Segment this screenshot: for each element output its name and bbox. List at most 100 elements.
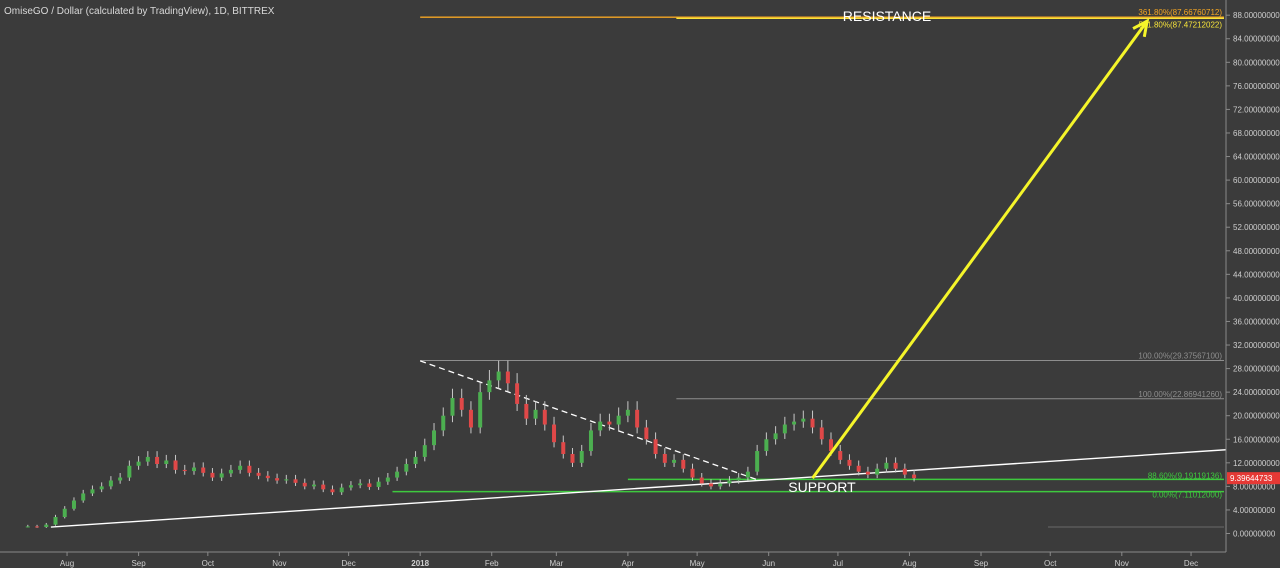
candle-body bbox=[53, 517, 58, 525]
current-price-label: 9.39644733 bbox=[1230, 474, 1273, 483]
candle-body bbox=[219, 473, 224, 478]
candle-body bbox=[819, 427, 824, 440]
candle-body bbox=[588, 430, 593, 452]
candle-body bbox=[145, 456, 150, 462]
price-tick-label: 76.00000000 bbox=[1233, 82, 1280, 91]
candle-layer bbox=[25, 360, 917, 528]
candle-body bbox=[690, 468, 695, 478]
price-tick-label: 44.00000000 bbox=[1233, 270, 1280, 279]
candle-body bbox=[801, 418, 806, 422]
time-tick-label: Jun bbox=[762, 559, 775, 568]
candle-body bbox=[432, 430, 437, 446]
candle-body bbox=[856, 465, 861, 472]
price-tick-label: 60.00000000 bbox=[1233, 176, 1280, 185]
time-tick-label: 2018 bbox=[411, 559, 429, 568]
current-price-badge bbox=[1227, 472, 1280, 485]
candle-body bbox=[764, 439, 769, 452]
candle-body bbox=[118, 477, 123, 481]
candle-body bbox=[884, 462, 889, 469]
time-tick-label: Mar bbox=[549, 559, 563, 568]
candle-body bbox=[275, 478, 280, 481]
price-tick-label: 8.00000000 bbox=[1233, 482, 1276, 491]
candle-body bbox=[755, 451, 760, 472]
time-tick-label: Sep bbox=[131, 559, 146, 568]
price-tick-label: 24.00000000 bbox=[1233, 388, 1280, 397]
candle-body bbox=[201, 467, 206, 473]
candle-body bbox=[238, 465, 243, 470]
candle-body bbox=[635, 409, 640, 428]
candle-body bbox=[358, 483, 363, 486]
time-tick-label: Feb bbox=[485, 559, 499, 568]
candle-body bbox=[505, 371, 510, 384]
candle-body bbox=[450, 398, 455, 416]
candle-body bbox=[182, 469, 187, 472]
candle-body bbox=[607, 421, 612, 425]
time-tick-label: Nov bbox=[272, 559, 286, 568]
price-tick-label: 64.00000000 bbox=[1233, 153, 1280, 162]
candle-body bbox=[662, 453, 667, 463]
price-tick-label: 0.00000000 bbox=[1233, 530, 1276, 539]
candle-body bbox=[293, 479, 298, 483]
candle-body bbox=[644, 427, 649, 440]
candle-body bbox=[902, 468, 907, 475]
candle-body bbox=[284, 479, 289, 481]
candle-body bbox=[792, 421, 797, 425]
price-tick-label: 84.00000000 bbox=[1233, 35, 1280, 44]
candle-body bbox=[745, 471, 750, 478]
candle-body bbox=[441, 415, 446, 431]
candle-body bbox=[708, 483, 713, 487]
price-tick-label: 4.00000000 bbox=[1233, 506, 1276, 515]
price-tick-label: 68.00000000 bbox=[1233, 129, 1280, 138]
candle-body bbox=[912, 474, 917, 479]
uptrend-line bbox=[50, 446, 1261, 528]
time-tick-label: May bbox=[690, 559, 705, 568]
candle-body bbox=[256, 472, 261, 476]
candle-body bbox=[496, 371, 501, 381]
candle-body bbox=[893, 462, 898, 469]
candle-body bbox=[210, 472, 215, 478]
candle-body bbox=[699, 477, 704, 484]
candle-body bbox=[625, 409, 630, 416]
resistance-label: RESISTANCE bbox=[843, 8, 931, 24]
candle-body bbox=[136, 461, 141, 466]
time-tick-label: Aug bbox=[902, 559, 916, 568]
candle-body bbox=[413, 456, 418, 464]
candle-body bbox=[681, 459, 686, 469]
price-tick-label: 20.00000000 bbox=[1233, 412, 1280, 421]
price-tick-label: 56.00000000 bbox=[1233, 200, 1280, 209]
candle-body bbox=[773, 433, 778, 440]
price-tick-label: 40.00000000 bbox=[1233, 294, 1280, 303]
candle-body bbox=[108, 480, 113, 487]
candle-body bbox=[35, 526, 40, 528]
price-tick-label: 52.00000000 bbox=[1233, 223, 1280, 232]
candle-body bbox=[828, 439, 833, 452]
candle-body bbox=[173, 460, 178, 470]
price-tick-label: 36.00000000 bbox=[1233, 317, 1280, 326]
fib-level-label: 561.80%(87.47212022) bbox=[1138, 20, 1222, 29]
arrow-layer bbox=[811, 18, 1150, 480]
time-tick-label: Oct bbox=[1044, 559, 1057, 568]
candle-body bbox=[191, 467, 196, 472]
candle-body bbox=[312, 484, 317, 487]
time-tick-label: Dec bbox=[1184, 559, 1198, 568]
price-tick-label: 28.00000000 bbox=[1233, 365, 1280, 374]
candle-body bbox=[579, 451, 584, 463]
candle-body bbox=[847, 459, 852, 466]
candle-body bbox=[367, 483, 372, 487]
candle-body bbox=[321, 484, 326, 490]
candle-body bbox=[672, 459, 677, 463]
overlay-layer: 361.80%(87.66760712) 561.80%(87.47212022)… bbox=[50, 8, 1261, 528]
candle-body bbox=[533, 409, 538, 419]
candle-body bbox=[25, 526, 30, 528]
candle-body bbox=[468, 409, 473, 428]
candle-body bbox=[736, 477, 741, 481]
fib-level-label: 361.80%(87.66760712) bbox=[1138, 8, 1222, 17]
time-tick-label: Dec bbox=[342, 559, 356, 568]
candle-body bbox=[515, 383, 520, 404]
candle-body bbox=[422, 445, 427, 457]
candle-body bbox=[875, 468, 880, 475]
candle-body bbox=[542, 409, 547, 425]
candle-body bbox=[478, 392, 483, 428]
candle-body bbox=[838, 451, 843, 460]
